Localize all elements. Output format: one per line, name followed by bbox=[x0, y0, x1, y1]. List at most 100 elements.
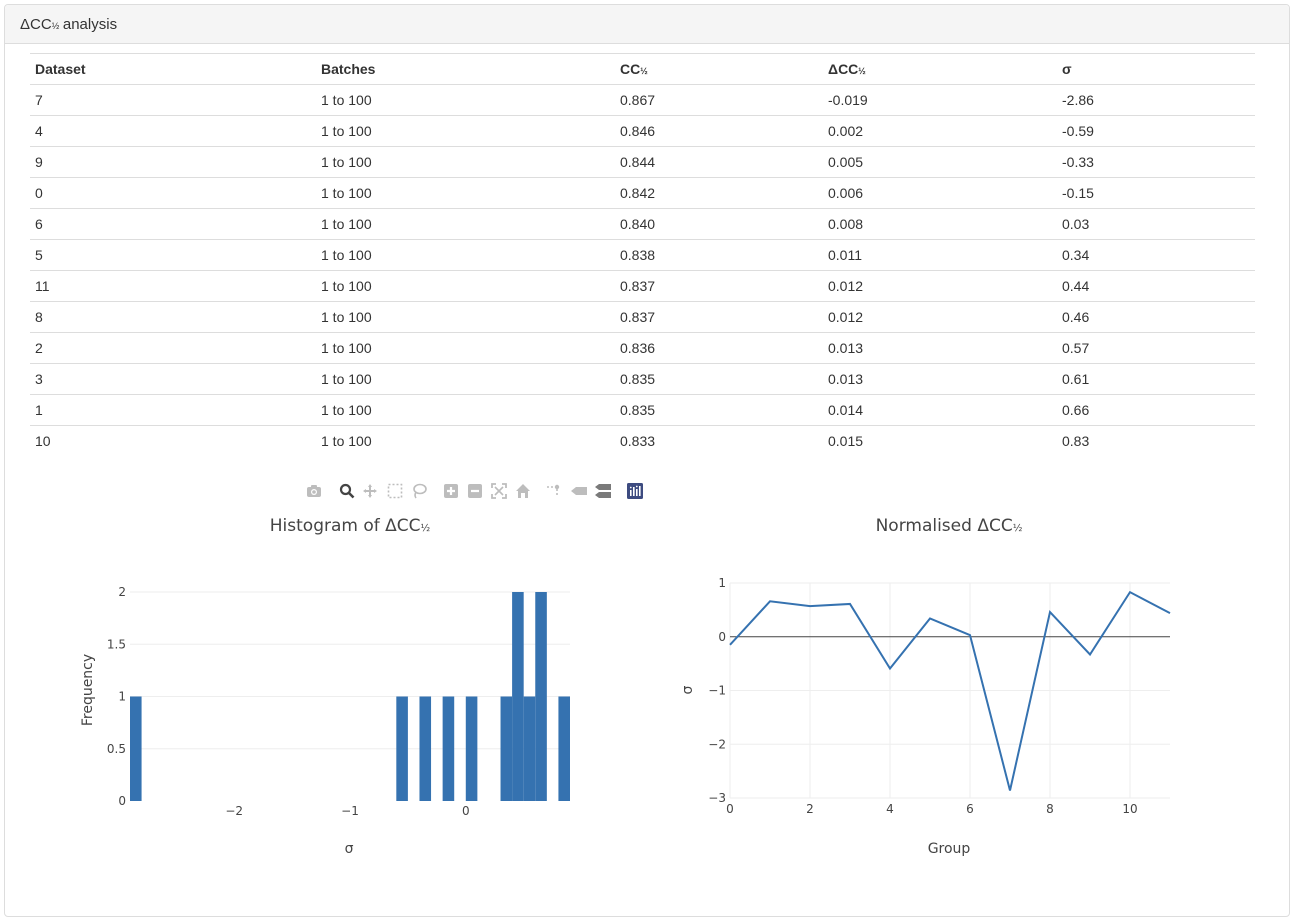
cell-sigma: 0.44 bbox=[1057, 270, 1255, 302]
line-chart-xlabel: Group bbox=[928, 841, 971, 857]
histogram-bar[interactable] bbox=[465, 696, 478, 802]
histogram-bar[interactable] bbox=[500, 696, 513, 802]
histogram-bar[interactable] bbox=[535, 592, 547, 801]
spike-lines-icon[interactable] bbox=[544, 482, 562, 500]
cell-sigma: 0.66 bbox=[1057, 394, 1255, 426]
y-tick-label: −3 bbox=[708, 791, 726, 805]
cell-batches: 1 to 100 bbox=[316, 115, 615, 147]
cell-delta-cc-half: -0.019 bbox=[823, 84, 1057, 116]
x-tick-label: −1 bbox=[341, 804, 359, 818]
cell-sigma: 0.57 bbox=[1057, 332, 1255, 364]
cell-cc-half: 0.835 bbox=[615, 394, 823, 426]
table-row: 10 1 to 100 0.833 0.015 0.83 bbox=[30, 425, 1255, 457]
cell-delta-cc-half: 0.012 bbox=[823, 270, 1057, 302]
cell-delta-cc-half: 0.006 bbox=[823, 177, 1057, 209]
cell-delta-cc-half: 0.005 bbox=[823, 146, 1057, 178]
x-tick-label: 10 bbox=[1122, 802, 1137, 816]
panel-heading: ΔCC½ analysis bbox=[5, 5, 1289, 44]
x-tick-label: 8 bbox=[1046, 802, 1054, 816]
cell-dataset: 7 bbox=[30, 84, 316, 116]
cell-sigma: 0.61 bbox=[1057, 363, 1255, 395]
table-header-row: Dataset Batches CC½ ΔCC½ σ bbox=[30, 53, 1255, 85]
hover-compare-icon[interactable] bbox=[594, 482, 612, 500]
cell-sigma: -0.59 bbox=[1057, 115, 1255, 147]
cell-sigma: -0.15 bbox=[1057, 177, 1255, 209]
autoscale-icon[interactable] bbox=[490, 482, 508, 500]
histogram-bar[interactable] bbox=[419, 696, 432, 802]
y-tick-label: 1.5 bbox=[107, 637, 126, 651]
cell-batches: 1 to 100 bbox=[316, 84, 615, 116]
camera-icon[interactable] bbox=[305, 482, 323, 500]
plot-modebar bbox=[305, 482, 650, 502]
cell-delta-cc-half: 0.002 bbox=[823, 115, 1057, 147]
cell-cc-half: 0.840 bbox=[615, 208, 823, 240]
cell-dataset: 11 bbox=[30, 270, 316, 302]
zoom-icon[interactable] bbox=[338, 482, 356, 500]
y-tick-label: 1 bbox=[118, 690, 126, 704]
histogram-xlabel: σ bbox=[345, 841, 354, 857]
cell-dataset: 8 bbox=[30, 301, 316, 333]
cell-cc-half: 0.833 bbox=[615, 425, 823, 457]
cell-batches: 1 to 100 bbox=[316, 146, 615, 178]
col-cc-half: CC½ bbox=[615, 53, 823, 85]
histogram-bar[interactable] bbox=[396, 696, 408, 802]
cell-sigma: 0.83 bbox=[1057, 425, 1255, 457]
cell-sigma: 0.46 bbox=[1057, 301, 1255, 333]
col-batches: Batches bbox=[316, 53, 615, 85]
cell-sigma: 0.03 bbox=[1057, 208, 1255, 240]
hover-closest-icon[interactable] bbox=[570, 482, 588, 500]
lasso-select-icon[interactable] bbox=[410, 482, 428, 500]
cell-delta-cc-half: 0.014 bbox=[823, 394, 1057, 426]
plotly-logo-icon[interactable] bbox=[626, 482, 644, 500]
cell-dataset: 0 bbox=[30, 177, 316, 209]
zoom-in-icon[interactable] bbox=[442, 482, 460, 500]
cell-dataset: 1 bbox=[30, 394, 316, 426]
x-tick-label: 2 bbox=[806, 802, 814, 816]
reset-axes-icon[interactable] bbox=[514, 482, 532, 500]
zoom-out-icon[interactable] bbox=[466, 482, 484, 500]
col-delta-cc-half: ΔCC½ bbox=[823, 53, 1057, 85]
x-tick-label: 0 bbox=[726, 802, 734, 816]
histogram-bar[interactable] bbox=[512, 592, 524, 801]
cell-dataset: 4 bbox=[30, 115, 316, 147]
histogram-bar[interactable] bbox=[558, 696, 570, 802]
pan-icon[interactable] bbox=[361, 482, 379, 500]
y-tick-label: −1 bbox=[708, 684, 726, 698]
cell-batches: 1 to 100 bbox=[316, 239, 615, 271]
cell-delta-cc-half: 0.012 bbox=[823, 301, 1057, 333]
cell-cc-half: 0.846 bbox=[615, 115, 823, 147]
col-dataset: Dataset bbox=[30, 53, 316, 85]
y-tick-label: 0 bbox=[118, 794, 126, 808]
cell-batches: 1 to 100 bbox=[316, 332, 615, 364]
cell-delta-cc-half: 0.011 bbox=[823, 239, 1057, 271]
cell-cc-half: 0.836 bbox=[615, 332, 823, 364]
cell-batches: 1 to 100 bbox=[316, 425, 615, 457]
cell-batches: 1 to 100 bbox=[316, 363, 615, 395]
sigma-series-line[interactable] bbox=[729, 590, 1171, 791]
line-chart-ylabel: σ bbox=[680, 685, 696, 694]
y-tick-label: 2 bbox=[118, 585, 126, 599]
col-sigma: σ bbox=[1057, 53, 1255, 85]
histogram-bar[interactable] bbox=[442, 696, 455, 802]
cell-delta-cc-half: 0.015 bbox=[823, 425, 1057, 457]
cell-dataset: 2 bbox=[30, 332, 316, 364]
cell-batches: 1 to 100 bbox=[316, 270, 615, 302]
panel-title: ΔCC½ analysis bbox=[20, 16, 118, 33]
cell-cc-half: 0.835 bbox=[615, 363, 823, 395]
histogram-title: Histogram of ΔCC½ bbox=[270, 516, 431, 536]
cell-cc-half: 0.844 bbox=[615, 146, 823, 178]
cell-dataset: 6 bbox=[30, 208, 316, 240]
table-row: 11 1 to 100 0.837 0.012 0.44 bbox=[30, 270, 1255, 302]
histogram-bar[interactable] bbox=[523, 696, 536, 802]
cell-batches: 1 to 100 bbox=[316, 301, 615, 333]
histogram-bar[interactable] bbox=[130, 696, 142, 802]
box-select-icon[interactable] bbox=[386, 482, 404, 500]
